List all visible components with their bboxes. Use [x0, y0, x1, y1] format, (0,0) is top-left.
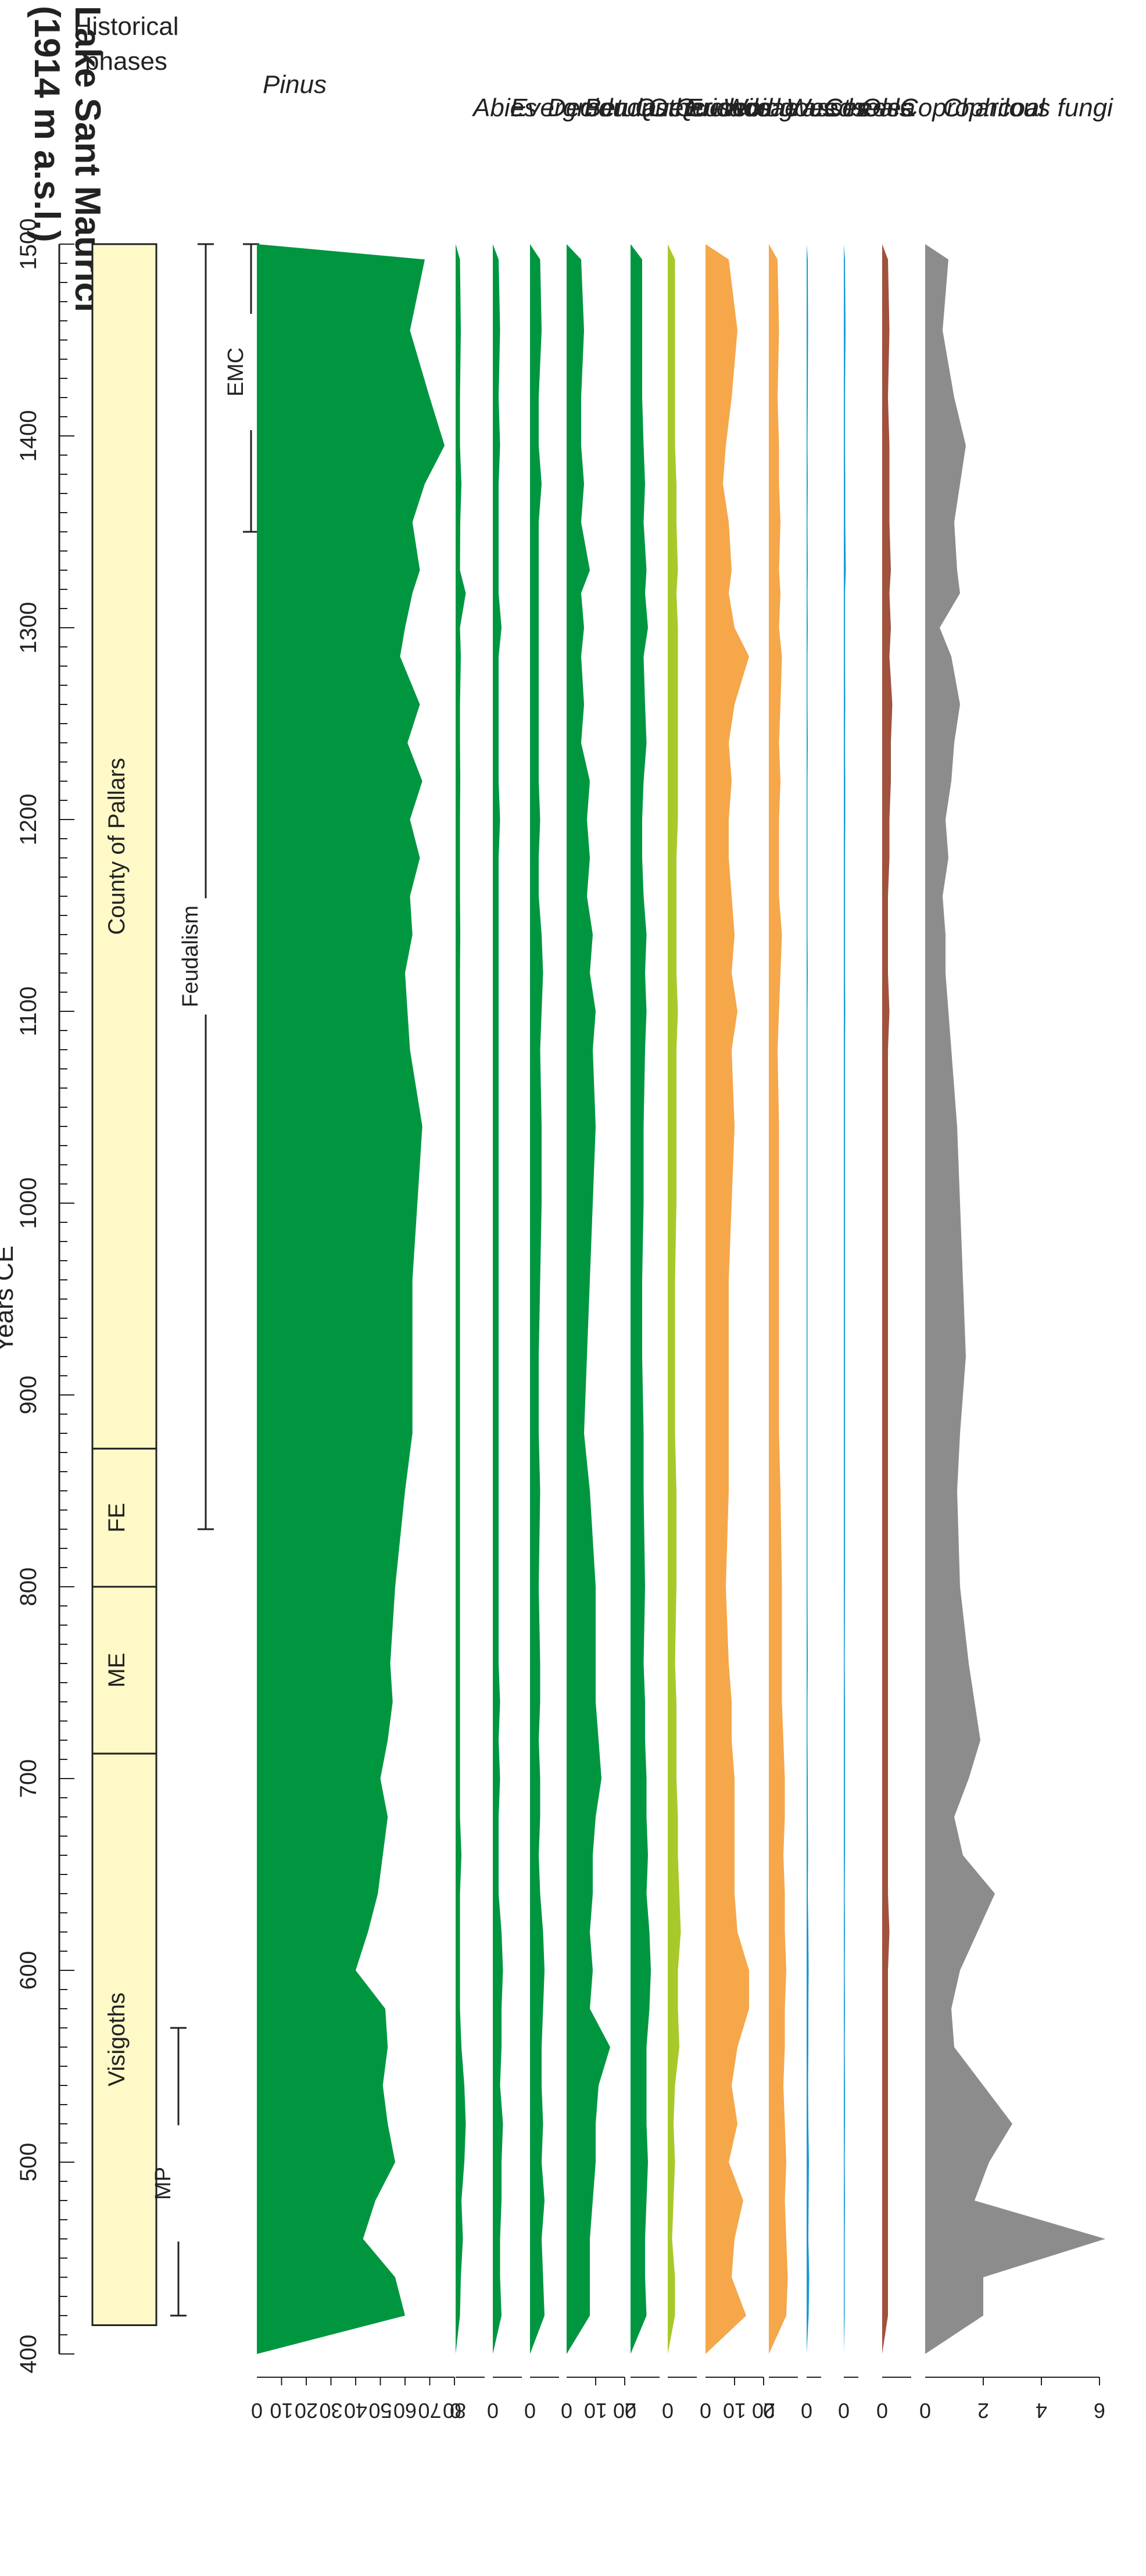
years-tick-label: 500 — [16, 2143, 41, 2182]
historical-period-label: FE — [104, 1503, 130, 1533]
area-abies — [456, 244, 466, 2354]
panel-axis-zero: 0 — [662, 2399, 674, 2423]
area-weeds — [769, 244, 788, 2354]
area-other-deciduous-trees — [631, 244, 651, 2354]
panel-axis-zero: 0 — [450, 2399, 461, 2423]
taxon-label-weeds: Weeds — [786, 94, 865, 122]
historical-range-label: Feudalism — [178, 906, 203, 1007]
panel-axis-tick-label: 10 — [270, 2399, 293, 2423]
panel-axis-zero: 0 — [625, 2399, 636, 2423]
years-tick-label: 1300 — [16, 602, 41, 654]
area-olea — [844, 244, 846, 2354]
years-tick-label: 1200 — [16, 794, 41, 846]
historical-phases-label: Historical — [74, 12, 179, 41]
taxon-label-ericaceae: Ericaceae — [685, 94, 799, 122]
panel-axis-zero: 0 — [838, 2399, 850, 2423]
years-tick-label: 800 — [16, 1568, 41, 1607]
years-tick-label: 1000 — [16, 1178, 41, 1229]
historical-period-label: Visigoths — [104, 1992, 130, 2087]
panel-axis-zero: 0 — [251, 2399, 263, 2423]
taxon-label-abies: Abies — [471, 94, 537, 122]
years-tick-label: 600 — [16, 1951, 41, 1990]
years-tick-label: 1400 — [16, 410, 41, 462]
panel-axis-tick-label: 10 — [584, 2399, 607, 2423]
years-tick-label: 900 — [16, 1376, 41, 1415]
historical-period-label: ME — [104, 1653, 130, 1688]
taxon-label-olea: Olea — [861, 94, 915, 122]
panel-axis-tick-label: 20 — [613, 2399, 636, 2423]
years-tick-label: 1100 — [16, 986, 41, 1036]
years-tick-label: 700 — [16, 1759, 41, 1798]
panel-axis-zero: 0 — [700, 2399, 711, 2423]
panel-axis-tick-label: 80 — [443, 2399, 466, 2423]
taxon-label-evergreen-quercus: Evergreen Quercus — [510, 94, 732, 122]
taxon-label-charcoal: Charcoal — [943, 94, 1045, 122]
panel-axis-tick-label: 40 — [344, 2399, 367, 2423]
historical-period-label: County of Pallars — [104, 758, 130, 935]
panel-axis-tick-label: 30 — [319, 2399, 342, 2423]
area-charcoal — [925, 244, 1105, 2354]
taxon-label-coprophilous-fungi: Coprophilous fungi — [900, 94, 1113, 122]
panel-axis-tick-label: 70 — [418, 2399, 441, 2423]
taxon-label-wild-grasses: Wild grasses — [723, 94, 869, 122]
area-cereals — [807, 244, 810, 2354]
area-betula — [567, 244, 610, 2354]
area-ericaceae — [668, 244, 681, 2354]
panel-axis-zero: 0 — [524, 2399, 536, 2423]
taxon-label-other-deciduous-trees: Other deciduous trees — [648, 94, 900, 122]
panel-axis-tick-label: 20 — [752, 2399, 775, 2423]
panel-axis-tick-label: 60 — [393, 2399, 417, 2423]
panel-axis-tick-label: 2 — [977, 2399, 989, 2423]
panel-axis-zero: 0 — [801, 2399, 812, 2423]
historical-period-visigoths — [91, 1752, 157, 2327]
area-pinus — [257, 244, 445, 2354]
area-deciduous-quercus — [530, 244, 545, 2354]
historical-range-label-bg — [164, 2125, 192, 2242]
taxon-label-cereals: Cereals — [824, 94, 912, 122]
panel-axis-tick-label: 50 — [368, 2399, 392, 2423]
panel-axis-tick-label: 10 — [723, 2399, 746, 2423]
historical-range-label-bg — [192, 898, 220, 1015]
panel-axis-tick-label: 6 — [1094, 2399, 1105, 2423]
years-tick-label: 1500 — [16, 219, 41, 270]
years-axis-label: Years CE — [0, 1246, 19, 1353]
panel-axis-zero: 0 — [561, 2399, 572, 2423]
panel-axis-zero: 0 — [919, 2399, 931, 2423]
area-wild-grasses — [705, 244, 749, 2354]
panel-axis-zero: 0 — [876, 2399, 888, 2423]
historical-range-label: MP — [151, 2167, 176, 2200]
historical-range-label: EMC — [224, 348, 248, 396]
panel-axis-tick-label: 20 — [295, 2399, 318, 2423]
taxon-label-pinus: Pinus — [263, 70, 327, 99]
title-line2: (1914 m a.s.l.) — [27, 6, 67, 242]
panel-axis-zero: 0 — [487, 2399, 499, 2423]
panel-axis-zero: 0 — [763, 2399, 775, 2423]
area-evergreen-quercus — [493, 244, 503, 2354]
taxon-label-betula: Betula — [584, 94, 657, 122]
area-coprophilous-fungi — [882, 244, 893, 2354]
panel-axis-tick-label: 4 — [1036, 2399, 1047, 2423]
historical-phases-label: phases — [85, 47, 167, 76]
years-tick-label: 400 — [16, 2335, 41, 2374]
taxon-label-deciduous-quercus: Deciduous Quercus — [547, 94, 772, 122]
rotated-frame: Lake Sant Maurici(1914 m a.s.l.)40050060… — [0, 6, 1113, 2423]
